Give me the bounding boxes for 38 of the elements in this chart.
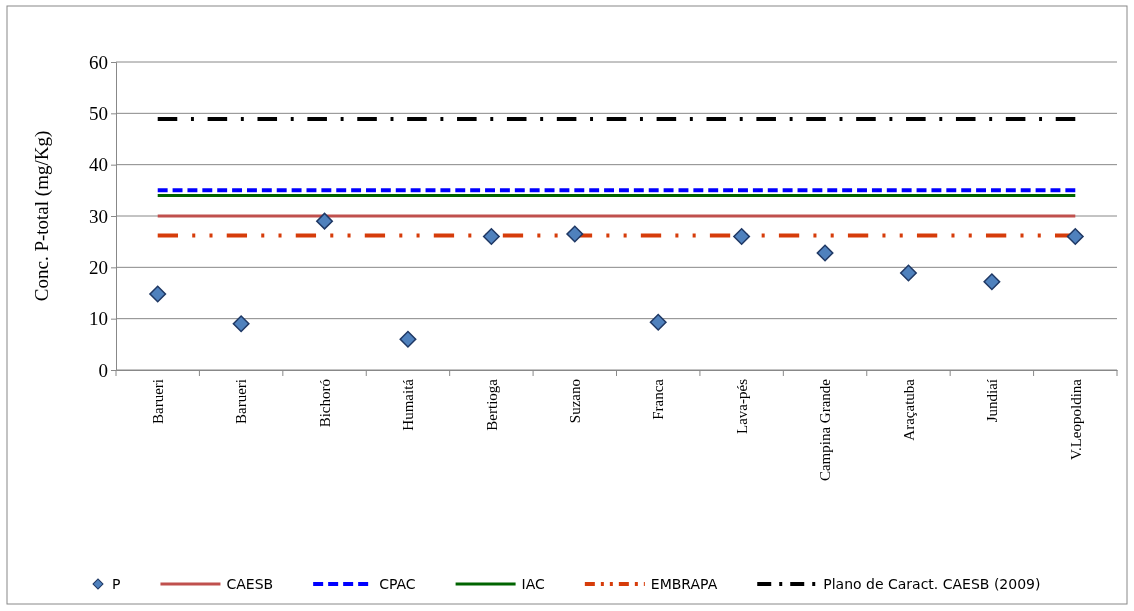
legend-label: CPAC [379,576,416,592]
x-tick-label: Bertioga [483,378,500,431]
legend-label: CAESB [226,576,274,592]
y-tick-label: 0 [98,359,108,381]
x-tick-label: Barueri [149,379,166,424]
y-tick-label: 40 [89,154,108,176]
legend-label: P [112,576,121,592]
legend-label: Plano de Caract. CAESB (2009) [823,576,1041,592]
y-axis-title: Conc. P-total (mg/Kg) [31,130,53,302]
y-tick-label: 20 [89,256,108,278]
point [733,228,751,246]
x-tick-label: Suzano [567,379,584,424]
point [149,285,167,303]
point [566,225,584,243]
point [232,315,250,333]
y-tick-label: 50 [89,102,108,124]
x-tick-label: Campina Grande [817,378,834,482]
point [899,264,917,282]
x-tick-label: V.Leopoldina [1067,378,1084,460]
point [816,244,834,262]
point [649,313,667,331]
x-tick-label: Humaitá [400,378,417,431]
point [1066,228,1084,246]
legend-label: EMBRAPA [650,576,718,592]
x-tick-label: Franca [650,378,667,420]
point [316,212,334,230]
x-tick-label: Jundiaí [984,379,1001,423]
point [983,273,1001,291]
point [399,330,417,348]
x-tick-label: Bichoró [316,379,333,428]
x-tick-label: Araçatuba [900,378,917,441]
x-tick-label: Lava-pés [733,378,750,434]
legend-label: IAC [521,576,546,592]
point [482,228,500,246]
y-tick-label: 10 [89,308,108,330]
y-tick-label: 60 [89,51,108,73]
y-tick-label: 30 [89,205,108,227]
x-tick-label: Barueri [233,379,250,424]
